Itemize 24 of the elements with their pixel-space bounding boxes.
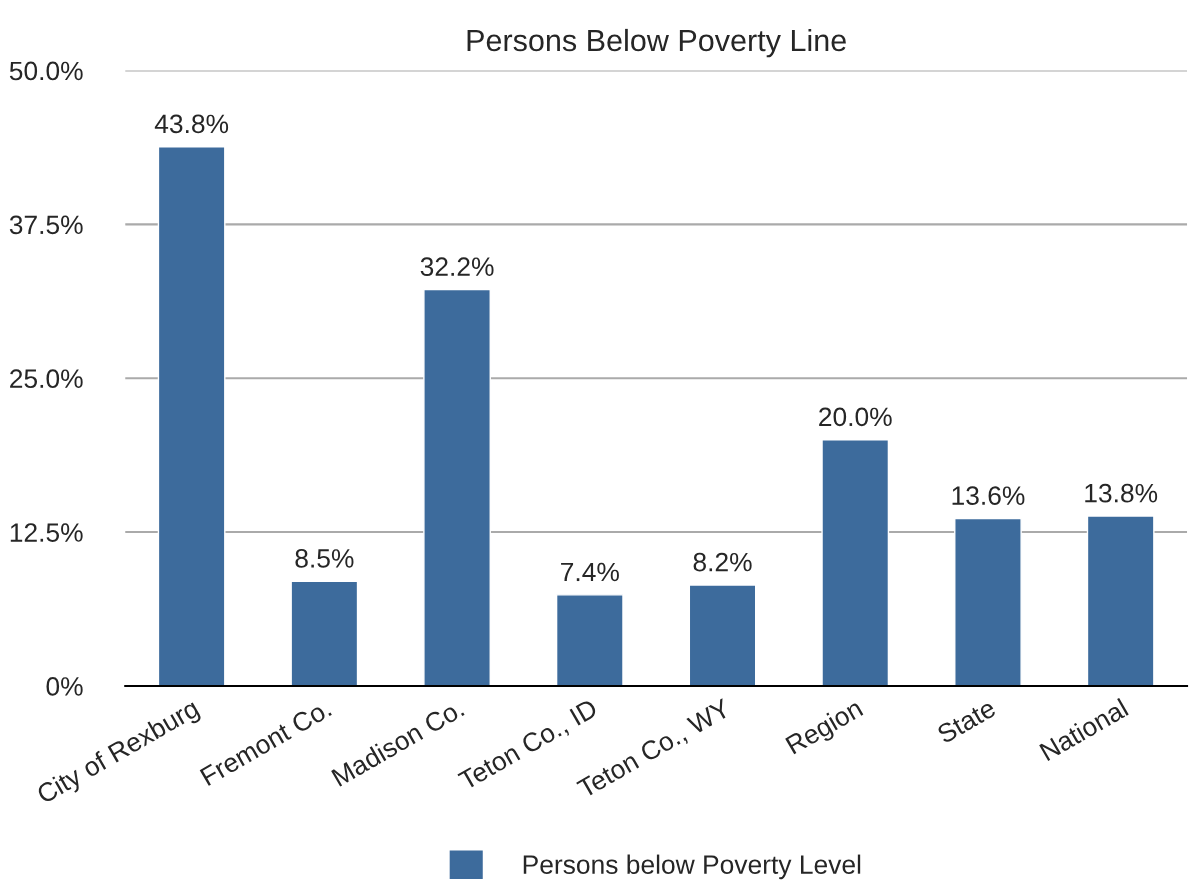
y-tick-label: 12.5% <box>10 523 83 542</box>
data-label: 32.2% <box>420 257 494 277</box>
bar <box>688 584 757 686</box>
y-tick-label: 0% <box>46 677 83 696</box>
bar <box>954 517 1022 686</box>
y-tick-label: 50.0% <box>9 61 83 81</box>
bar <box>821 439 890 686</box>
y-tick-label: 37.5% <box>9 215 83 235</box>
chart-title: Persons Below Poverty Line <box>467 28 846 58</box>
legend-label: Persons below Poverty Level <box>523 854 861 880</box>
bar <box>1086 515 1155 686</box>
x-tick-label: State <box>935 698 997 745</box>
bar <box>555 594 624 686</box>
data-label: 8.2% <box>693 552 752 572</box>
data-label: 43.8% <box>154 114 229 134</box>
bar <box>157 146 226 686</box>
data-label: 8.5% <box>295 549 354 568</box>
data-label: 7.4% <box>561 562 619 582</box>
data-label: 13.6% <box>952 486 1025 505</box>
data-label: 13.8% <box>1085 483 1158 503</box>
bar <box>423 288 491 686</box>
data-label: 20.0% <box>819 407 892 427</box>
y-tick-label: 25.0% <box>10 369 83 389</box>
bar <box>290 580 359 686</box>
